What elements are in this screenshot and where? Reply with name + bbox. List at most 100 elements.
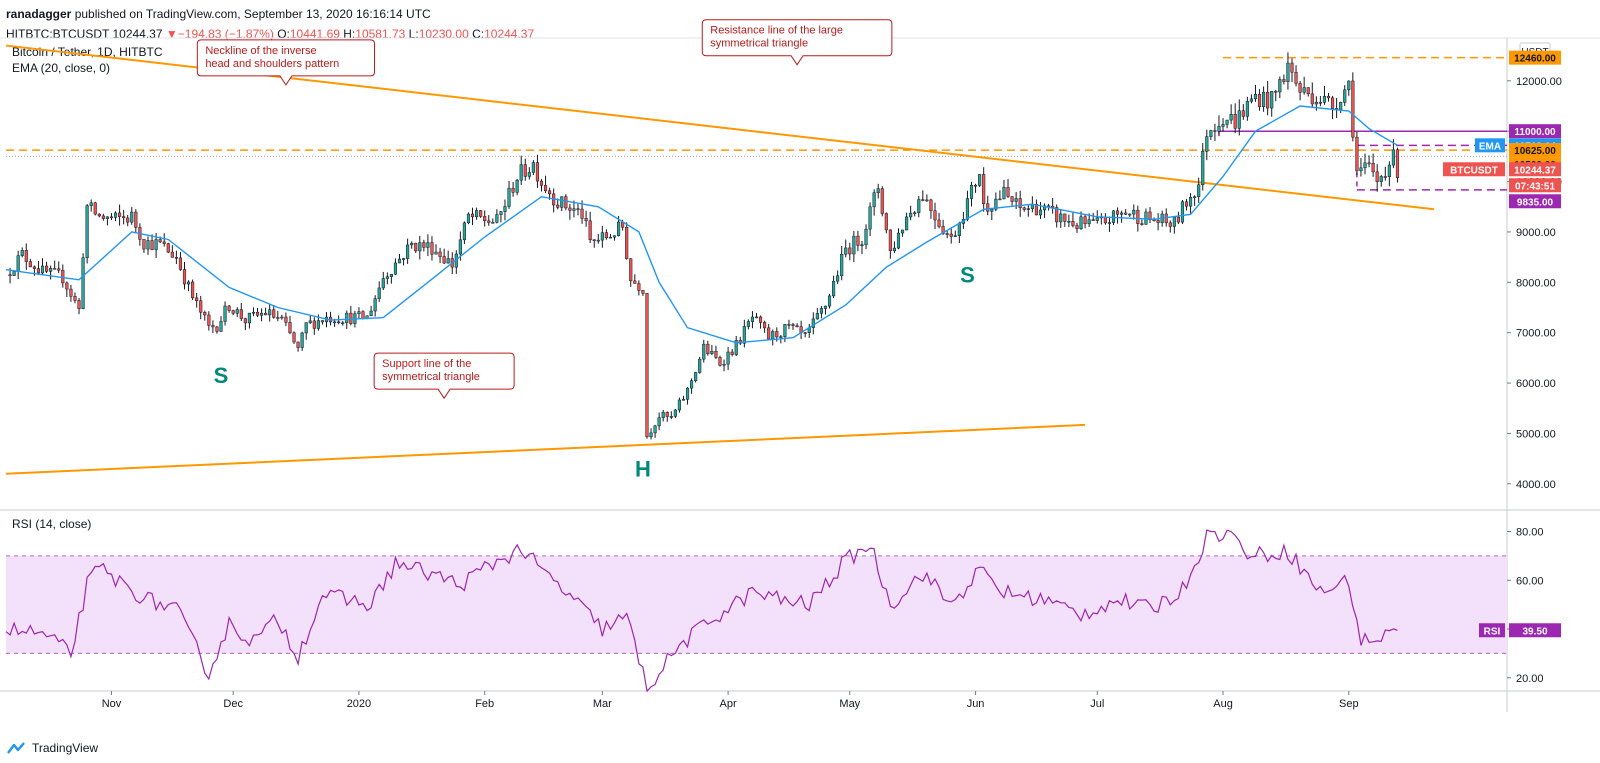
candle-body [1290, 62, 1294, 73]
candle-body [235, 309, 239, 314]
candle-body [438, 251, 442, 257]
candle-body [921, 199, 925, 201]
rsi-band [6, 555, 1507, 654]
candle-body [572, 208, 576, 211]
candle-body [685, 387, 690, 400]
candle-body [495, 214, 499, 223]
candle-body [89, 202, 93, 206]
candle-body [519, 164, 523, 181]
candle-body [1257, 94, 1262, 107]
candle-body [268, 309, 272, 316]
candle-body [182, 269, 187, 285]
candle-body [260, 312, 264, 316]
candle-body [969, 184, 974, 199]
candle-body [146, 240, 150, 250]
candle-body [588, 220, 592, 241]
candle-body [531, 162, 535, 173]
candle-body [8, 274, 12, 277]
tradingview-logo-icon[interactable] [6, 741, 28, 755]
candle-body [276, 317, 280, 319]
candle-body [1322, 95, 1327, 103]
candle-body [292, 332, 296, 343]
axis-price-tag-label: 12460.00 [1514, 54, 1556, 65]
candle-body [333, 321, 337, 324]
candle-body [1091, 219, 1095, 221]
candle-body [718, 357, 722, 366]
candle-body [868, 206, 872, 230]
candle-body [1010, 196, 1014, 202]
candle-body [892, 247, 896, 252]
candle-body [1128, 213, 1132, 216]
candle-body [515, 179, 519, 193]
candle-body [917, 199, 921, 213]
low-label: L: [408, 27, 419, 41]
candle-body [81, 257, 85, 309]
candle-body [900, 229, 905, 234]
author-name[interactable]: ranadagger [6, 7, 72, 21]
candle-body [771, 331, 775, 340]
candle-body [1144, 211, 1148, 225]
candle-body [1351, 80, 1355, 138]
candle-body [953, 235, 957, 237]
annotation-text: head and shoulders pattern [205, 58, 339, 70]
price-tick-label: 5000.00 [1516, 428, 1556, 440]
candle-body [308, 320, 312, 323]
candle-body [203, 312, 207, 316]
candle-body [1087, 219, 1091, 225]
candle-body [690, 380, 694, 389]
candle-body [949, 233, 953, 237]
annotation-bubble [373, 352, 515, 400]
candle-body [284, 316, 288, 323]
price-tick-label: 4000.00 [1516, 479, 1556, 491]
candle-body [1371, 162, 1375, 173]
candle-body [1225, 119, 1229, 125]
annotation-text: Resistance line of the large [710, 25, 843, 37]
candle-body [677, 399, 681, 411]
rsi-tick-label: 80.00 [1516, 527, 1544, 539]
candle-body [722, 363, 726, 366]
candle-body [617, 221, 621, 236]
candle-body [734, 340, 738, 355]
candle-body [401, 258, 406, 260]
candle-body [783, 324, 787, 337]
candle-body [1156, 220, 1160, 223]
candle-body [1270, 91, 1274, 109]
rsi-value-label: 39.50 [1522, 626, 1547, 637]
axis-price-tag [1509, 178, 1561, 193]
candle-body [247, 312, 251, 324]
candle-body [1209, 130, 1213, 137]
candle-body [637, 283, 641, 291]
candle-body [1310, 93, 1314, 105]
candle-body [458, 239, 462, 255]
candle-body [1189, 197, 1193, 207]
candle-body [178, 257, 183, 270]
candle-body [215, 326, 219, 332]
time-tick-label: Feb [475, 698, 494, 710]
time-tick-label: 2020 [347, 698, 371, 710]
candle-body [742, 326, 746, 344]
candle-body [694, 372, 698, 381]
candle-body [1140, 223, 1144, 225]
candle-body [170, 251, 174, 258]
candle-body [925, 199, 929, 202]
price-tick-label: 12000.00 [1516, 76, 1562, 88]
candle-body [1193, 196, 1197, 198]
candle-body [211, 325, 215, 328]
tradingview-brand[interactable]: TradingView [32, 741, 99, 755]
candle-body [1245, 101, 1249, 117]
candle-body [625, 226, 629, 259]
candle-body [698, 358, 702, 373]
candle-body [909, 212, 913, 218]
candle-body [1274, 91, 1278, 93]
candle-body [596, 239, 600, 242]
candle-body [239, 309, 243, 319]
candle-body [1294, 71, 1298, 84]
candle-body [20, 250, 24, 256]
candle-body [361, 311, 365, 320]
candle-body [876, 188, 880, 193]
time-tick-label: Jun [967, 698, 985, 710]
candle-body [1034, 203, 1038, 216]
candle-body [1124, 212, 1128, 215]
time-tick-label: Dec [223, 698, 243, 710]
